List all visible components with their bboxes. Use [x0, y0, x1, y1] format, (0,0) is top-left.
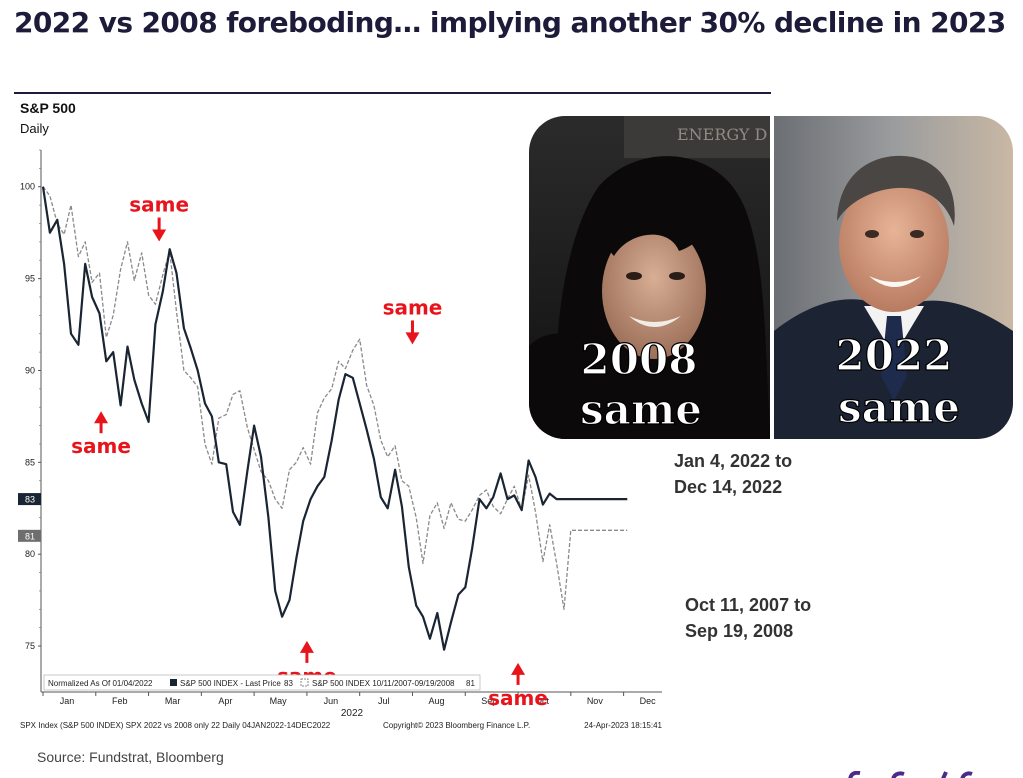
title-divider [14, 92, 771, 94]
photo-left-caption-same: same [580, 385, 702, 434]
photo-left-2008: ENERGY D 2008 same [529, 116, 771, 439]
x-tick-label: Jun [324, 696, 339, 706]
y-axis-ticks: 75 80 85 90 95 100 [20, 149, 41, 651]
series-line-2008 [42, 186, 628, 610]
series-line-2022 [41, 186, 628, 651]
comparison-photo: ENERGY D 2008 same 2022 same [529, 116, 1013, 439]
legend-entry-2022: S&P 500 INDEX - Last Price [180, 679, 281, 688]
chart-footer-left: SPX Index (S&P 500 INDEX) SPX 2022 vs 20… [20, 721, 331, 730]
last-value-markers: 83 81 [18, 493, 41, 542]
annotation-arrow-head [299, 640, 314, 653]
range-label-2022-line2: Dec 14, 2022 [674, 477, 783, 497]
annotation-arrow-head [405, 332, 420, 345]
x-tick-label: Jan [60, 696, 75, 706]
page-title: 2022 vs 2008 foreboding… implying anothe… [14, 6, 1006, 39]
last-value-label-2008: 81 [25, 531, 35, 541]
annotation-5: same [488, 662, 548, 710]
annotation-label: same [71, 434, 131, 458]
y-tick-label: 100 [20, 182, 35, 192]
last-value-box-2008 [18, 529, 41, 542]
annotation-label: same [488, 686, 548, 710]
range-label-2022-line1: Jan 4, 2022 to [674, 451, 793, 471]
x-tick-label: Dec [640, 696, 657, 706]
annotation-2: same [71, 411, 131, 458]
series-layer [41, 186, 628, 651]
range-label-2008-line1: Oct 11, 2007 to [685, 595, 812, 615]
last-value-box-2022 [18, 493, 41, 506]
photo-right-caption-same: same [838, 383, 960, 432]
x-tick-label: Feb [112, 696, 128, 706]
chart-title: S&P 500 [20, 100, 76, 116]
legend-prefix: Normalized As Of 01/04/2022 [48, 679, 153, 688]
x-tick-label: May [270, 696, 288, 706]
y-tick-label: 85 [25, 457, 35, 467]
range-label-2008-line2: Sep 19, 2008 [685, 621, 794, 641]
chart-footer-center: Copyright© 2023 Bloomberg Finance L.P. [383, 721, 530, 730]
last-value-label-2022: 83 [25, 495, 35, 505]
annotation-arrow-head [94, 411, 109, 424]
annotation-arrow-head [511, 662, 526, 675]
annotation-3: same [383, 295, 443, 345]
chart-subtitle: Daily [20, 121, 49, 136]
x-axis-ticks: Jan Feb Mar Apr May Jun Jul Aug Sep Oct Nov Dec [42, 692, 657, 706]
range-label-2008: Oct 11, 2007 to Sep 19, 2008 [685, 592, 811, 644]
x-tick-label: Mar [165, 696, 181, 706]
photo-right-caption-year: 2022 [836, 331, 953, 380]
chart-legend: Normalized As Of 01/04/2022 S&P 500 INDE… [43, 674, 481, 691]
annotation-label: same [129, 193, 189, 217]
annotation-layer: samesamesamesamesame [71, 193, 548, 710]
x-tick-label: Aug [428, 696, 444, 706]
y-tick-label: 75 [25, 641, 35, 651]
x-tick-label: Jul [378, 696, 390, 706]
x-tick-label: Nov [587, 696, 604, 706]
legend-swatch-2008 [300, 678, 309, 687]
y-tick-label: 90 [25, 365, 35, 375]
x-tick-label: Sep [481, 696, 497, 706]
source-note: Source: Fundstrat, Bloomberg [37, 749, 224, 765]
legend-entry-2008: S&P 500 INDEX 10/11/2007-09/19/2008 [312, 679, 455, 688]
photo-banner-text: ENERGY D [677, 125, 767, 144]
x-tick-label: Oct [535, 696, 550, 706]
annotation-1: same [129, 193, 189, 242]
range-label-2022: Jan 4, 2022 to Dec 14, 2022 [674, 448, 792, 500]
annotation-arrow-head [152, 229, 167, 242]
legend-swatch-2022 [170, 679, 177, 686]
annotation-label: same [383, 295, 443, 319]
photo-left-caption-year: 2008 [581, 335, 698, 384]
y-tick-label: 80 [25, 549, 35, 559]
sp500-chart: S&P 500 Daily 75 80 85 90 95 100 Jan Feb Mar Apr… [18, 100, 663, 730]
y-tick-label: 95 [25, 274, 35, 284]
x-tick-label: Apr [218, 696, 232, 706]
legend-value-2022: 83 [284, 679, 293, 688]
chart-footer-right: 24-Apr-2023 18:15:41 [584, 721, 662, 730]
photo-right-2022: 2022 same [774, 116, 1013, 439]
legend-value-2008: 81 [466, 679, 475, 688]
x-axis-label: 2022 [341, 708, 364, 719]
brand-logo [838, 768, 978, 778]
